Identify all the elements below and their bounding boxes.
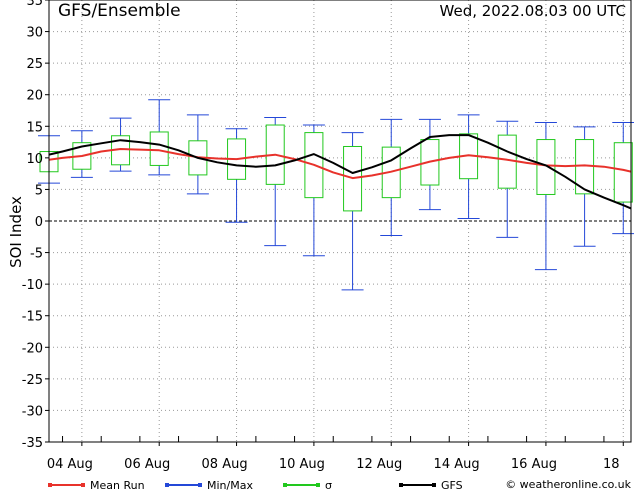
legend: Mean Run Min/Max σ GFS — [48, 479, 463, 490]
y-tick-label: 15 — [26, 120, 43, 135]
x-tick-label: 16 Aug — [511, 457, 557, 472]
gfs-line — [49, 134, 631, 210]
legend-marker — [198, 483, 202, 487]
x-tick-label: 10 Aug — [279, 457, 325, 472]
sigma-box — [149, 131, 169, 166]
legend-marker — [316, 483, 320, 487]
legend-label: Mean Run — [90, 479, 145, 490]
y-tick-label: -25 — [22, 373, 43, 388]
y-tick-label: -15 — [22, 310, 43, 325]
y-tick-label: -10 — [22, 278, 43, 293]
y-tick-label: 0 — [35, 215, 43, 230]
x-tick-label: 18 — [603, 457, 620, 472]
y-tick-label: 20 — [26, 89, 43, 104]
legend-item: Mean Run — [48, 479, 145, 490]
x-tick-label: 04 Aug — [47, 457, 93, 472]
legend-marker — [48, 483, 52, 487]
y-tick-label: -5 — [30, 247, 43, 262]
y-tick-label: 5 — [35, 183, 43, 198]
sigma-box — [536, 139, 556, 195]
legend-marker — [283, 483, 287, 487]
chart-title: GFS/Ensemble — [58, 1, 181, 21]
legend-item: GFS — [399, 479, 463, 490]
y-tick-label: -20 — [22, 341, 43, 356]
series-lines — [49, 134, 631, 210]
x-axis-ticks: 04 Aug 06 Aug 08 Aug 10 Aug 12 Aug 14 Aug 16 A… — [47, 436, 624, 472]
y-axis-ticks: 35 30 25 20 15 10 5 0 -5 -10 -15 -20 -25 -30 -35 — [22, 0, 49, 451]
x-tick-label: 06 Aug — [124, 457, 170, 472]
ensemble-box — [534, 121, 557, 271]
legend-item: Min/Max — [165, 479, 253, 490]
legend-label: GFS — [441, 479, 463, 490]
y-tick-label: 10 — [26, 152, 43, 167]
credit-text: © weatheronline.co.uk — [505, 478, 631, 490]
legend-item: σ — [283, 479, 332, 490]
sigma-box — [613, 142, 633, 203]
x-tick-label: 08 Aug — [202, 457, 248, 472]
legend-label: Min/Max — [207, 479, 253, 490]
legend-label: σ — [325, 479, 332, 490]
legend-marker — [81, 483, 85, 487]
legend-marker — [432, 483, 436, 487]
y-axis-label: SOI Index — [7, 196, 25, 268]
legend-marker — [165, 483, 169, 487]
ensemble-box — [109, 117, 132, 172]
y-tick-label: 30 — [26, 26, 43, 41]
ensemble-box — [612, 121, 634, 235]
run-datetime: Wed, 2022.08.03 00 UTC — [440, 2, 626, 20]
y-tick-label: -35 — [22, 436, 43, 451]
y-tick-label: -30 — [22, 404, 43, 419]
legend-marker — [399, 483, 403, 487]
y-tick-label: 35 — [26, 0, 43, 9]
x-tick-label: 14 Aug — [434, 457, 480, 472]
x-tick-label: 12 Aug — [356, 457, 402, 472]
y-tick-label: 25 — [26, 57, 43, 72]
ensemble-box — [148, 99, 171, 176]
